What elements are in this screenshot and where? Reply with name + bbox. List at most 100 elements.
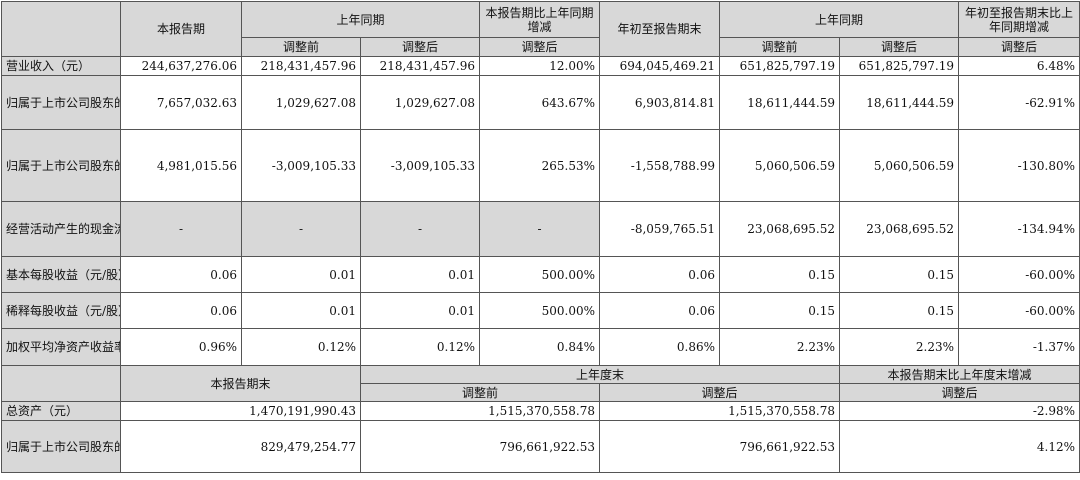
cell-chg: 500.00% [479,256,601,293]
header-after-adj: 调整后 [359,37,481,57]
cell-prev-before: -3,009,105.33 [241,129,361,202]
cell-ytd: 0.06 [599,292,721,329]
header-before-adj-2: 调整前 [719,37,841,57]
cell-prev-after: 1,029,627.08 [359,75,481,130]
cell-prev-before: 1,029,627.08 [241,75,361,130]
header2-after-adj-change: 调整后 [839,383,1080,402]
cell-ytd-chg: -62.91% [958,75,1080,130]
cell-cur: 0.96% [120,328,242,366]
cell-cur: 4,981,015.56 [120,129,242,202]
header-change-ytd: 年初至报告期末比上年同期增减 [958,1,1080,38]
cell-ytd: 6,903,814.81 [599,75,721,130]
cell-ytd: 0.86% [599,328,721,366]
cell-prev-before: 218,431,457.96 [241,56,361,76]
cell-ytd-prev-before: 651,825,797.19 [719,56,841,76]
cell-ytd-chg: -60.00% [958,256,1080,293]
header2-period-end: 本报告期末 [120,365,361,402]
table-row: 基本每股收益（元/股） 0.06 0.01 0.01 500.00% 0.06 … [1,256,1080,293]
row-label: 基本每股收益（元/股） [1,256,121,293]
cell-ytd-prev-before: 0.15 [719,256,841,293]
cell-chg: - [479,201,601,257]
cell-ytd-prev-after: 0.15 [839,256,960,293]
cell-ytd-prev-after: 651,825,797.19 [839,56,960,76]
row-label: 归属于上市公司股东的所有者权益（元） [1,420,121,473]
header-same-period-last-year-2: 上年同期 [719,1,960,38]
cell-ytd: -8,059,765.51 [599,201,721,257]
table-row: 归属于上市公司股东的扣除非经常性损益的净利润（元） 4,981,015.56 -… [1,129,1080,202]
cell-prev-before: 0.01 [241,292,361,329]
table-row: 归属于上市公司股东的所有者权益（元） 829,479,254.77 796,66… [1,420,1080,473]
cell-ytd-chg: -130.80% [958,129,1080,202]
header2-after-adj: 调整后 [599,383,841,402]
header-blank [1,1,121,57]
header-same-period-last-year: 上年同期 [240,1,481,38]
cell-ytd-prev-before: 18,611,444.59 [719,75,841,130]
cell-ytd-prev-after: 23,068,695.52 [839,201,960,257]
cell-chg: 643.67% [479,75,601,130]
table-row: 经营活动产生的现金流量净额（元） - - - - -8,059,765.51 2… [1,201,1080,257]
cell-prev-after: -3,009,105.33 [359,129,481,202]
cell-period-end: 829,479,254.77 [120,420,361,473]
header-after-adj-change-2: 调整后 [958,37,1080,57]
cell-chg: 12.00% [479,56,601,76]
cell-after: 796,661,922.53 [599,420,841,473]
cell-prev-after: - [359,201,481,257]
cell-before: 1,515,370,558.78 [359,401,601,421]
cell-chg: 0.84% [479,328,601,366]
cell-ytd: 694,045,469.21 [599,56,721,76]
row-label: 归属于上市公司股东的扣除非经常性损益的净利润（元） [1,129,121,202]
cell-cur: 0.06 [120,256,242,293]
cell-prev-before: 0.12% [241,328,361,366]
cell-prev-after: 0.12% [359,328,481,366]
cell-ytd-prev-before: 23,068,695.52 [719,201,841,257]
row-label: 归属于上市公司股东的净利润（元） [1,75,121,130]
header-change-period: 本报告期比上年同期增减 [479,1,601,38]
table-row: 总资产（元） 1,470,191,990.43 1,515,370,558.78… [1,401,1080,421]
header2-blank [1,365,121,402]
cell-ytd-chg: -60.00% [958,292,1080,329]
header-after-adj-change: 调整后 [479,37,601,57]
cell-prev-before: - [241,201,361,257]
header2-last-year-end: 上年度末 [359,365,841,384]
row-label: 总资产（元） [1,401,121,421]
header2-row-1: 本报告期末 上年度末 本报告期末比上年度末增减 [1,365,1080,402]
cell-ytd-prev-after: 0.15 [839,292,960,329]
header-row-2: 调整前 调整后 调整后 调整前 调整后 调整后 [2,37,1080,57]
cell-after: 1,515,370,558.78 [599,401,841,421]
cell-prev-after: 0.01 [359,292,481,329]
row-label: 稀释每股收益（元/股） [1,292,121,329]
cell-ytd-prev-before: 5,060,506.59 [719,129,841,202]
cell-cur: 7,657,032.63 [120,75,242,130]
cell-cur: 244,637,276.06 [120,56,242,76]
cell-ytd-prev-before: 0.15 [719,292,841,329]
cell-ytd-prev-before: 2.23% [719,328,841,366]
cell-ytd-prev-after: 2.23% [839,328,960,366]
row-label: 营业收入（元） [1,56,121,76]
cell-before: 796,661,922.53 [359,420,601,473]
cell-prev-after: 0.01 [359,256,481,293]
header-ytd: 年初至报告期末 [599,1,721,57]
table-row: 营业收入（元） 244,637,276.06 218,431,457.96 21… [1,56,1080,76]
cell-chg: -2.98% [839,401,1080,421]
cell-ytd-prev-after: 18,611,444.59 [839,75,960,130]
cell-ytd: -1,558,788.99 [599,129,721,202]
cell-cur: 0.06 [120,292,242,329]
header2-change: 本报告期末比上年度末增减 [839,365,1080,384]
cell-period-end: 1,470,191,990.43 [120,401,361,421]
row-label: 加权平均净资产收益率 [1,328,121,366]
cell-chg: 4.12% [839,420,1080,473]
cell-ytd-chg: -1.37% [958,328,1080,366]
header-current-period: 本报告期 [120,1,242,57]
cell-ytd: 0.06 [599,256,721,293]
table-row: 归属于上市公司股东的净利润（元） 7,657,032.63 1,029,627.… [1,75,1080,130]
cell-ytd-chg: 6.48% [958,56,1080,76]
cell-cur: - [120,201,242,257]
table-row: 稀释每股收益（元/股） 0.06 0.01 0.01 500.00% 0.06 … [1,292,1080,329]
cell-prev-after: 218,431,457.96 [359,56,481,76]
cell-ytd-prev-after: 5,060,506.59 [839,129,960,202]
header-row-1: 本报告期 上年同期 本报告期比上年同期增减 年初至报告期末 上年同期 年初至报告… [1,1,1080,57]
header-after-adj-2: 调整后 [839,37,960,57]
row-label: 经营活动产生的现金流量净额（元） [1,201,121,257]
header2-before-adj: 调整前 [359,383,601,402]
